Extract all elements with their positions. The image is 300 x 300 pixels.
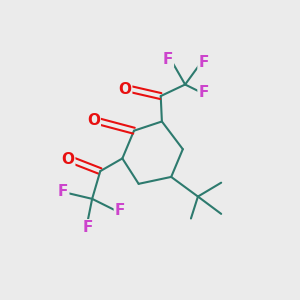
Text: O: O bbox=[61, 152, 74, 167]
Text: F: F bbox=[199, 85, 209, 100]
Text: F: F bbox=[199, 55, 209, 70]
Text: F: F bbox=[163, 52, 173, 67]
Text: F: F bbox=[82, 220, 93, 235]
Text: O: O bbox=[87, 113, 100, 128]
Text: F: F bbox=[115, 203, 125, 218]
Text: F: F bbox=[58, 184, 68, 200]
Text: O: O bbox=[118, 82, 131, 97]
